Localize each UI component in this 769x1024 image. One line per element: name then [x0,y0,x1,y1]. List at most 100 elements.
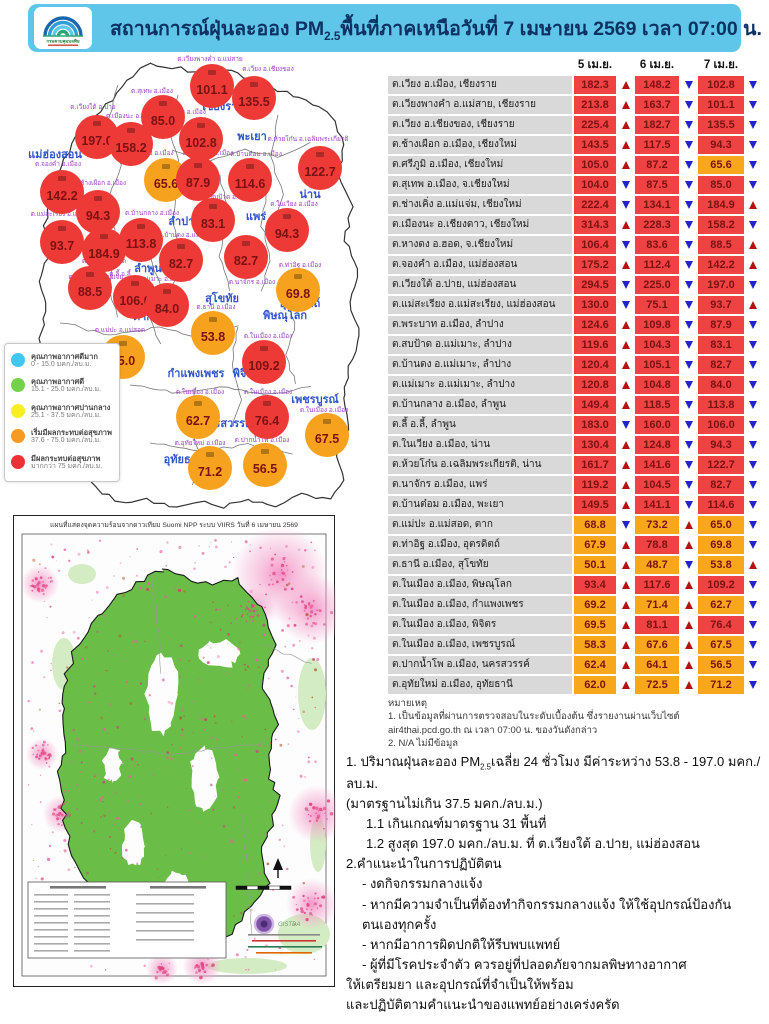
station-name: ต.ในเมือง อ.เมือง, เพชรบูรณ์ [388,636,572,654]
trend-down-icon [618,296,633,314]
table-row: ต.ศรีภูมิ อ.เมือง, เชียงใหม่ 105.0 87.2 65.… [388,156,766,174]
trend-down-icon [746,336,760,354]
station-icon [294,274,302,279]
legend-item: เริ่มมีผลกระทบต่อสุขภาพ 37.6 - 75.0 มคก./… [11,428,113,445]
trend-down-icon [681,156,696,174]
pm-value: 105.0 [574,156,616,174]
pm-value: 120.8 [574,376,616,394]
station-name: ต.บ้านดง อ.แม่เมาะ, ลำปาง [388,356,572,374]
table-row: ต.ช่างเคิ่ง อ.แม่แจ่ม, เชียงใหม่ 222.4 134… [388,196,766,214]
station-label: ต.สุเทพ อ.เมือง [131,87,173,95]
pm-value: 124.8 [635,436,679,454]
trend-up-icon [681,636,696,654]
pm-value: 183.0 [574,416,616,434]
pm-value: 109.8 [635,316,679,334]
pm-value: 83.1 [698,336,744,354]
station-label: ต.อุทัยใหม่ อ.เมือง [175,439,226,447]
station-name: ต.ห้วยโก๋น อ.เฉลิมพระเกียรติ, น่าน [388,456,572,474]
pm-value: 53.8 [698,556,744,574]
trend-down-icon [746,376,760,394]
station-label: ต.ในเมือง อ.เมือง [244,332,292,340]
pm-station-marker: 53.8 [191,311,235,355]
trend-down-icon [681,336,696,354]
trend-up-icon [681,516,696,534]
station-icon [94,196,102,201]
pm-value: 184.9 [698,196,744,214]
trend-down-icon [681,76,696,94]
trend-down-icon [746,416,760,434]
pm-value: 109.2 [698,576,744,594]
pm-value: 143.5 [574,136,616,154]
trend-up-icon [681,536,696,554]
station-name: ต.บ้านต๋อม อ.เมือง, พะเยา [388,496,572,514]
station-name: ต.เวียง อ.เชียงของ, เชียงราย [388,116,572,134]
trend-down-icon [746,516,760,534]
trend-down-icon [681,196,696,214]
pm-value: 65.0 [698,516,744,534]
pm-value: 106.4 [574,236,616,254]
legend-range: 37.6 - 75.0 มคก./ลบ.ม. [31,437,102,445]
province-label: เพชรบูรณ์ [291,393,339,407]
pm-value: 135.5 [698,116,744,134]
pm-value: 222.4 [574,196,616,214]
province-border [231,326,243,427]
trend-down-icon [681,456,696,474]
station-name: ต.ในเมือง อ.เมือง, กำแพงเพชร [388,596,572,614]
pm-value: 149.5 [574,496,616,514]
pm-value: 84.0 [698,376,744,394]
legend-color-dot [11,454,25,469]
trend-down-icon [618,236,633,254]
pm-station-marker: 62.7 [176,395,220,439]
notes-line: air4thai.pcd.go.th ณ เวลา 07:00 น. ของวั… [388,724,598,736]
pm-value: 87.2 [635,156,679,174]
pm-value: 69.8 [698,536,744,554]
station-icon [260,346,268,351]
pm-value: 62.4 [574,656,616,674]
trend-up-icon [618,456,633,474]
pm-value: 62.7 [698,596,744,614]
table-row: ต.บ้านดง อ.แม่เมาะ, ลำปาง 120.4 105.1 82.7 [388,356,766,374]
pm-station-marker: 71.2 [188,446,232,490]
aqi-legend: คุณภาพอากาศดีมาก 0 - 15.0 มคก./ลบ.ม. คุณภา… [4,343,120,482]
trend-down-icon [681,256,696,274]
station-label: ต.เวียง อ.เมือง [166,108,206,116]
trend-down-icon [746,276,760,294]
pm-table: 5 เม.ย. 6 เม.ย. 7 เม.ย. ต.เวียง อ.เมือง, เ… [388,58,766,750]
pm-value: 87.9 [698,316,744,334]
station-icon [242,241,250,246]
province-label: กำแพงเพชร [168,367,225,380]
pm-value: 83.6 [635,236,679,254]
station-icon [323,419,331,424]
pm-value: 69.2 [574,596,616,614]
legend-label: คุณภาพอากาศดีมาก [31,352,98,361]
pm-station-marker: 67.5 [305,413,349,457]
province-label: ลำพูน [134,262,162,276]
legend-label: มีผลกระทบต่อสุขภาพ [31,453,101,463]
pm-station-marker: 184.9 [82,228,126,272]
station-name: ต.จองคำ อ.เมือง, แม่ฮ่องสอน [388,256,572,274]
station-label: ต.แม่สะเรียง อ.แม่สะเรียง [31,210,102,218]
summary-line: 1.2 สูงสุด 197.0 มคก./ลบ.ม. ที่ ต.เวียงใ… [366,836,700,852]
pm-map: เชียงราย พะเยา น่าน แพร่ ลำปาง ลำพูน แม่ฮ่องสอ… [0,55,385,513]
station-icon [177,244,185,249]
marker-value: 94.3 [275,227,299,241]
trend-up-icon [618,636,633,654]
trend-down-icon [746,116,760,134]
pm-value: 113.8 [698,396,744,414]
pm-value: 71.4 [635,596,679,614]
pm-value: 119.2 [574,476,616,494]
pm-value: 106.0 [698,416,744,434]
pm-value: 102.8 [698,76,744,94]
legend-range: 0 - 15.0 มคก./ลบ.ม. [31,361,92,368]
trend-down-icon [746,456,760,474]
station-label: ต.ช้างเผือก อ.เมือง [74,179,126,187]
table-row: ต.บ้านต๋อม อ.เมือง, พะเยา 149.5 141.1 114.6 [388,496,766,514]
legend-item: คุณภาพอากาศดี 15.1 - 25.0 มคก./ลบ.ม. [11,377,113,394]
marker-value: 82.7 [169,257,193,271]
station-icon [86,272,94,277]
pm-value: 142.2 [698,256,744,274]
station-label: ต.ลี้ อ.ลี้ [109,269,132,278]
marker-value: 67.5 [315,432,339,446]
table-row: ต.ในเมือง อ.เมือง, กำแพงเพชร 69.2 71.4 62.7 [388,596,766,614]
station-label: ต.นาจักร อ.เมือง [229,278,275,286]
